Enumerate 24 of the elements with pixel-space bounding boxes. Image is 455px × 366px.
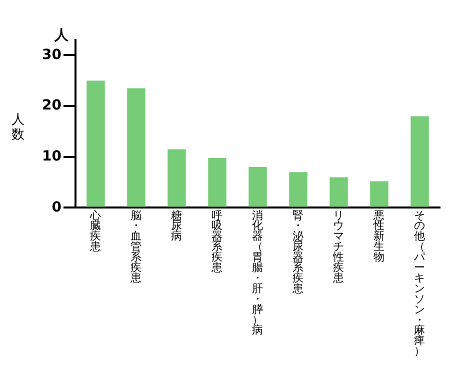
bar — [86, 80, 105, 207]
x-tick-label: 脳・血管系疾患 — [130, 208, 142, 284]
category-label: その他（パーキンソン・麻痺） — [414, 208, 426, 358]
x-tick-label: 糖尿病 — [171, 208, 182, 243]
y-axis-title: 人数 — [12, 112, 24, 142]
bar — [370, 181, 388, 207]
y-tick-label: 20 — [42, 98, 62, 114]
category-label: 消化器（胃腸・肝・膵）病 — [252, 208, 264, 337]
bar — [289, 172, 308, 207]
x-tick-label: 呼吸器系疾患 — [210, 208, 223, 274]
bar — [248, 167, 267, 207]
bar — [208, 158, 226, 207]
x-tick-label: 心臓疾患 — [89, 208, 102, 254]
y-tick-label: 10 — [42, 148, 62, 165]
bar — [127, 88, 146, 207]
x-tick-label: リウマチ性疾患 — [332, 208, 344, 284]
bar — [168, 149, 186, 207]
bar — [410, 116, 429, 207]
bar — [330, 177, 348, 207]
y-tick-label: 0 — [52, 199, 62, 216]
x-tick-label: 悪性新生物 — [372, 208, 385, 264]
x-tick-label: 腎・泌尿器系疾患 — [292, 208, 304, 295]
y-tick-label: 30 — [42, 46, 62, 63]
text: 人 — [53, 28, 70, 44]
